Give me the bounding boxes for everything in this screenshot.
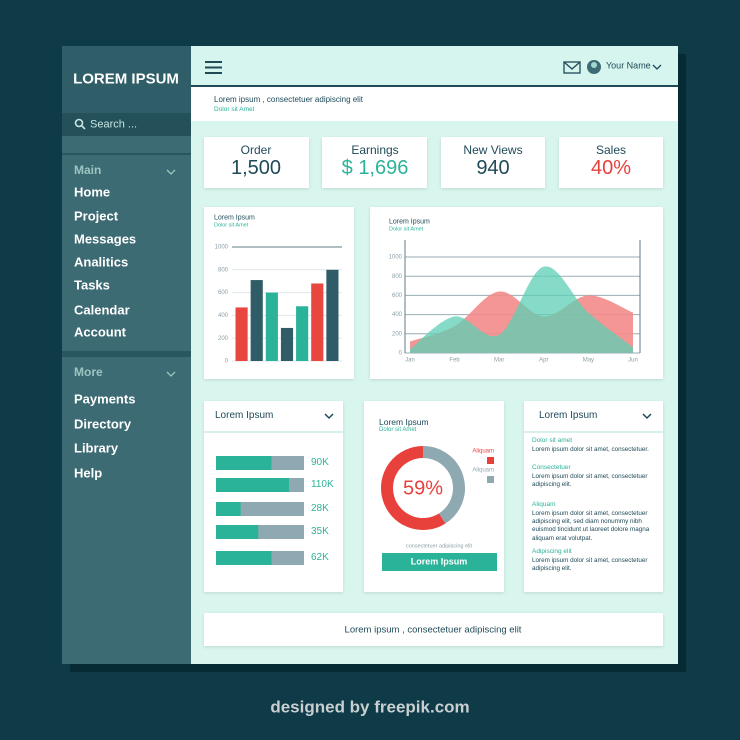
search-input[interactable]: Search ... [90,118,138,131]
entry-heading: Aliquam [532,500,556,508]
stat-value: $ 1,696 [341,157,409,179]
chart-subtitle: Dolor sit Amet [379,427,417,433]
stat-card [559,137,663,188]
chart-title: Lorem Ipsum [214,214,255,222]
progress-label: 90K [311,457,329,468]
header-subtitle: Dolor sit Amet [214,105,255,113]
divider [62,351,191,357]
donut-button[interactable] [382,553,497,571]
progress-label: 28K [311,503,329,514]
area-card [370,207,663,379]
chart-title: Lorem Ipsum [389,218,430,226]
footer-text: Lorem ipsum , consectetuer adipiscing el… [344,624,522,636]
chart-title: Lorem Ipsum [379,416,429,427]
entry-text: Lorem ipsum dolor sit amet, consectetuer… [532,557,648,573]
progress-label: 110K [311,479,334,490]
stat-value: 40% [590,157,632,179]
menu-item[interactable]: Tasks [74,277,110,293]
stat-card [204,137,309,188]
progress-label: 62K [311,552,329,563]
card-title: Lorem Ipsum [539,410,598,421]
entry-text: Lorem ipsum dolor sit amet, consectetuer… [532,473,648,489]
section-title: Main [74,163,102,177]
stat-card [322,137,427,188]
brand: LOREM IPSUM [73,70,179,88]
footer-card [204,613,663,646]
menu-item[interactable]: Directory [74,416,132,432]
menu-item[interactable]: Messages [74,231,137,247]
header-title: Lorem ipsum , consectetuer adipiscing el… [214,95,363,104]
menu-item[interactable]: Project [74,208,119,224]
menu-item[interactable]: Help [74,465,103,481]
menu-item[interactable]: Calendar [74,302,130,318]
brand-area [62,46,191,113]
progress-label: 35K [311,526,329,537]
menu-item[interactable]: Library [74,440,119,456]
bar-card [204,207,354,379]
stat-value: 1,500 [230,157,282,179]
menu-item[interactable]: Account [74,324,126,340]
watermark: designed by freepik.com [270,697,470,717]
menu-item[interactable]: Payments [74,391,136,407]
progress-card [204,401,343,592]
entry-heading: Consectetuer [532,463,571,471]
entry-heading: Adipiscing elit [532,547,572,555]
chart-subtitle: Dolor sit Amet [214,222,249,229]
stat-card [441,137,545,188]
divider [62,153,191,155]
entry-text: Lorem ipsum dolor sit amet, consectetuer… [532,446,649,453]
user-name[interactable]: Your Name [606,60,651,71]
stat-label: New Views [463,143,523,157]
chart-subtitle: Dolor sit Amet [389,226,424,233]
search-bar[interactable] [62,113,191,136]
header-strip [191,87,678,121]
menu-item[interactable]: Home [74,184,111,200]
stat-label: Sales [595,143,627,157]
stat-value: 940 [476,157,510,179]
entry-heading: Dolor sit amet [532,436,573,444]
stat-label: Order [240,143,272,157]
stat-label: Earnings [351,143,399,157]
menu-item[interactable]: Analitics [74,254,129,270]
entry-text: Lorem ipsum dolor sit amet, consectetuer… [532,510,650,542]
card-title: Lorem Ipsum [215,410,274,421]
topbar [191,46,678,87]
section-title: More [74,365,103,379]
